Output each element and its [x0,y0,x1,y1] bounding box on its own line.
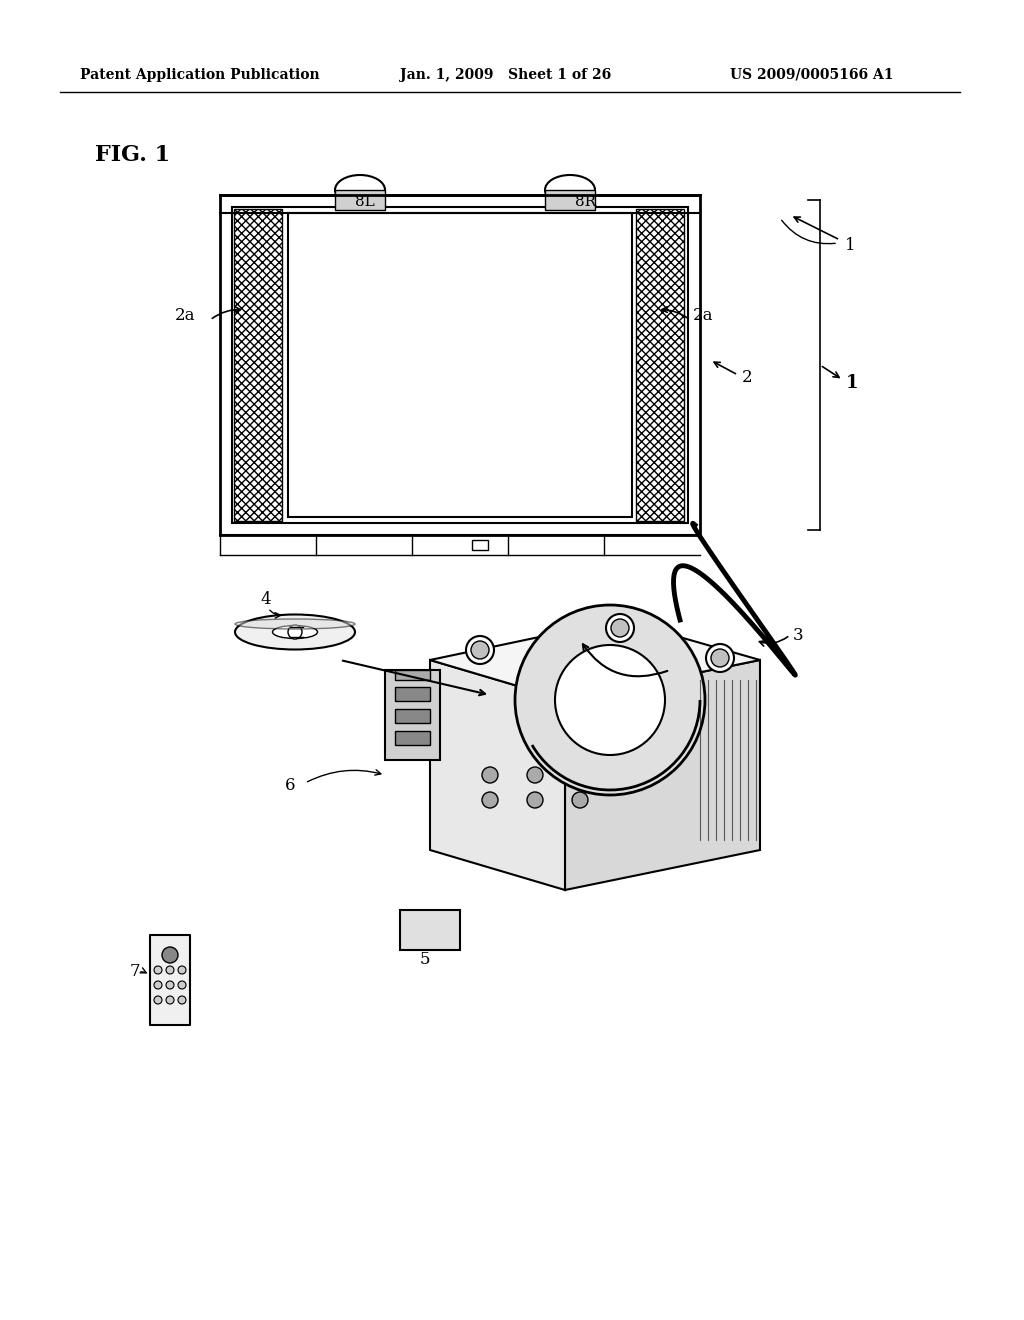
Text: 2a: 2a [693,306,714,323]
Circle shape [178,997,186,1005]
Bar [385,671,440,760]
Bar [220,195,700,535]
Bar [472,540,488,550]
Circle shape [166,981,174,989]
Circle shape [706,644,734,672]
Bar [395,671,430,680]
Bar [545,190,595,210]
Bar [234,209,282,521]
Text: US 2009/0005166 A1: US 2009/0005166 A1 [730,69,894,82]
Circle shape [154,997,162,1005]
Text: 2: 2 [742,370,753,387]
Text: 4: 4 [260,591,270,609]
Circle shape [154,966,162,974]
Text: 7: 7 [130,964,140,981]
Circle shape [572,792,588,808]
Text: FIG. 1: FIG. 1 [95,144,170,166]
Circle shape [166,997,174,1005]
Text: 2a: 2a [175,306,196,323]
Ellipse shape [545,176,595,205]
Ellipse shape [335,176,385,205]
Text: 8R: 8R [575,195,596,209]
Circle shape [711,649,729,667]
Bar [395,731,430,744]
Polygon shape [430,620,760,700]
Bar [335,190,385,210]
Circle shape [482,767,498,783]
Text: Patent Application Publication: Patent Application Publication [80,69,319,82]
Bar [288,213,632,517]
Text: Jan. 1, 2009   Sheet 1 of 26: Jan. 1, 2009 Sheet 1 of 26 [400,69,611,82]
Ellipse shape [234,619,355,630]
Bar [400,909,460,950]
Circle shape [555,645,665,755]
Text: 3: 3 [793,627,804,644]
Ellipse shape [272,626,317,639]
Bar [150,935,190,1026]
Polygon shape [430,660,565,890]
Circle shape [515,605,705,795]
Text: 8L: 8L [355,195,375,209]
Circle shape [471,642,489,659]
Text: 5: 5 [420,952,430,969]
Text: 6: 6 [285,776,296,793]
Circle shape [527,792,543,808]
Bar [636,209,684,521]
Circle shape [178,981,186,989]
Circle shape [154,981,162,989]
Ellipse shape [234,615,355,649]
Bar [395,686,430,701]
Circle shape [466,636,494,664]
Text: 1: 1 [846,374,858,392]
Circle shape [611,619,629,638]
Circle shape [166,966,174,974]
Bar [395,709,430,723]
Circle shape [482,792,498,808]
Bar [232,207,688,523]
Circle shape [288,624,302,639]
Circle shape [162,946,178,964]
Text: 1: 1 [845,236,856,253]
Polygon shape [565,660,760,890]
Circle shape [527,767,543,783]
Circle shape [606,614,634,642]
Circle shape [178,966,186,974]
